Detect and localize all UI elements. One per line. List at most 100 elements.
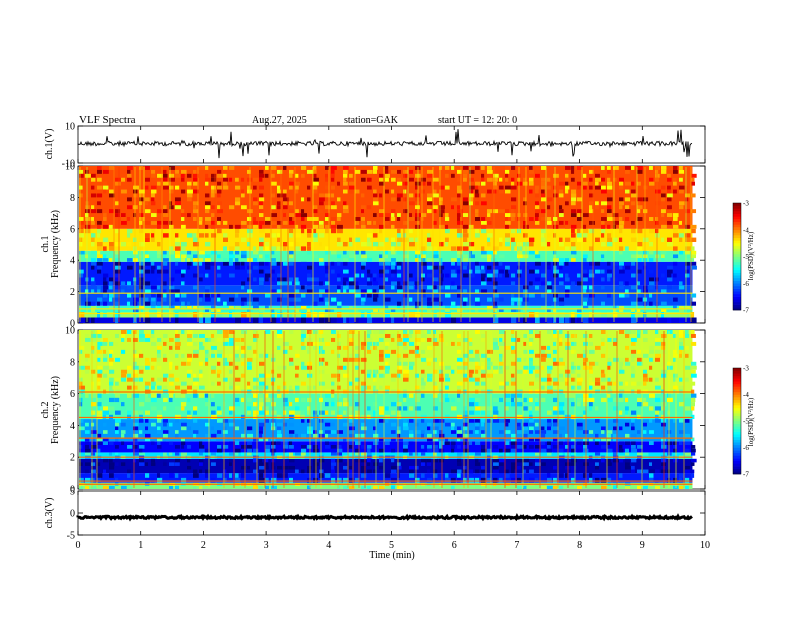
ch1-spectrogram-cell (415, 217, 420, 221)
x-tick-label: 2 (201, 540, 206, 551)
ch2-spectrogram-cell (475, 349, 480, 354)
ch1-spectrogram-cell (79, 308, 83, 313)
ch2-spectrogram-cell (505, 365, 510, 370)
ch1-spectrogram-cell (421, 189, 426, 194)
ch2-spectrogram-cell (487, 353, 491, 358)
ch2-spectrogram-cell (223, 477, 227, 483)
ch2-spectrogram-cell (421, 385, 425, 390)
ch2-spectrogram-cell (319, 369, 325, 374)
ch1-spectrogram-cell (523, 177, 527, 182)
ch1-spectrogram-cell (109, 285, 113, 290)
ch2-spectrogram-cell (403, 341, 407, 346)
ch1-spectrogram-cell (463, 213, 469, 218)
x-tick-label: 9 (640, 540, 645, 551)
ch1-spectrogram-cell (337, 254, 342, 259)
ch1-spectrogram-cell (595, 205, 599, 210)
ch2-spectrogram-cell (523, 349, 528, 354)
ch2-spectrogram-cell (259, 458, 263, 463)
ch2-spectrogram-cell (613, 406, 619, 411)
ch2-spectrogram-cell (139, 377, 143, 382)
ch1-spectrogram-cell (175, 297, 180, 302)
ch2-spectrogram-cell (499, 477, 503, 483)
ch2-spectrogram-cell (175, 333, 180, 338)
ch1-spectrogram-cell (193, 181, 198, 186)
ch2-spectrogram-cell (253, 402, 258, 407)
ch2-spectrogram-cell (343, 345, 349, 350)
ch1-spectrogram-cell (313, 233, 318, 238)
ch1-spectrogram-cell (631, 258, 637, 262)
ch2-spectrogram-cell (685, 353, 689, 358)
ch1-spectrogram-cell (583, 297, 588, 302)
ch1-spectrogram-cell (241, 250, 247, 255)
ch2-spectrogram-cell (103, 469, 107, 474)
ch2-spectrogram-cell (475, 381, 480, 386)
ch2-spectrogram-cell (475, 330, 480, 334)
ch2-spectrogram-cell (409, 341, 415, 346)
ch1-spectrogram-cell (409, 169, 414, 174)
ch1-spectrogram-cell (397, 301, 402, 306)
ch1-spectrogram-cell (667, 177, 672, 182)
ch1-spectrogram-cell (307, 185, 311, 190)
ch1-spectrogram-cell (637, 297, 643, 302)
ch2-spectrogram-cell (517, 426, 522, 431)
ch1-spectrogram-cell (589, 177, 593, 182)
ch2-spectrogram-cell (619, 397, 624, 403)
ch1-spectrogram-cell (607, 217, 613, 221)
ch2-spectrogram-cell (205, 361, 209, 366)
ch2-spectrogram-cell (409, 393, 414, 398)
ch2-spectrogram-cell (553, 485, 558, 489)
ch1-spectrogram-cell (85, 217, 91, 221)
ch2-spectrogram-cell (181, 406, 185, 411)
ch1-spectrogram-cell (139, 265, 144, 270)
ch2-spectrogram-colorbar-step (733, 458, 741, 462)
ch2-spectrogram-cell (541, 377, 547, 382)
ch2-spectrogram-cell (97, 365, 103, 370)
ch1-spectrogram-cell (403, 189, 407, 194)
ch2-spectrogram-cell (313, 430, 317, 434)
ch2-spectrogram-cell (493, 465, 499, 470)
ch1-spectrogram-cell (481, 177, 485, 182)
ch1-spectrogram-cell (637, 241, 643, 247)
ch2-spectrogram-cell (691, 462, 695, 466)
ch2-spectrogram-cell (259, 353, 264, 358)
ch1-spectrogram-cell (331, 305, 336, 309)
ch2-spectrogram-cell (145, 357, 150, 362)
ch1-spectrogram-cell (403, 237, 409, 242)
ch1-spectrogram-cell (589, 228, 595, 234)
ch2-spectrogram-cell (307, 397, 312, 403)
ch2-spectrogram-cell (115, 410, 121, 415)
ch2-spectrogram-cell (331, 458, 336, 463)
ch2-spectrogram-cell (391, 462, 396, 466)
ch2-spectrogram-cell (145, 433, 151, 438)
ch2-spectrogram-cell (451, 469, 457, 474)
ch1-spectrogram-cell (175, 201, 181, 206)
ch2-spectrogram-cell (583, 437, 588, 442)
ch1-spectrogram-cell (457, 269, 462, 274)
ch2-spectrogram-cell (175, 473, 179, 478)
ch2-spectrogram-cell (439, 430, 443, 434)
ch2-spectrogram-cell (625, 422, 630, 427)
ch2-spectrogram-cell (649, 393, 655, 398)
ch2-spectrogram-cell (601, 397, 607, 403)
ch2-spectrogram-cell (145, 385, 149, 390)
ch1-spectrogram-cell (115, 181, 121, 186)
ch1-spectrogram-cell (619, 305, 625, 309)
ch2-spectrogram-cell (109, 353, 113, 358)
ch1-spectrogram-cell (151, 189, 157, 194)
ch2-spectrogram-cell (331, 330, 336, 334)
ch1-spectrogram-cell (355, 250, 359, 255)
ch2-spectrogram-cell (691, 333, 696, 338)
ch1-spectrogram-cell (349, 277, 354, 282)
ch1-spectrogram-cell (535, 205, 540, 210)
ch1-spectrogram-cell (433, 297, 439, 302)
ch2-spectrogram-cell (433, 445, 439, 449)
ch1-spectrogram-cell (217, 228, 222, 234)
ch1-spectrogram-cell (619, 265, 623, 270)
ch1-spectrogram-cell (601, 241, 606, 247)
ch1-spectrogram-cell (169, 201, 173, 206)
ch2-spectrogram-cell (187, 410, 191, 415)
ch1-spectrogram-cell (577, 209, 583, 214)
ch2-spectrogram-cell (163, 353, 167, 358)
ch1-spectrogram-cell (415, 224, 420, 229)
ch1-spectrogram-cell (283, 241, 288, 247)
